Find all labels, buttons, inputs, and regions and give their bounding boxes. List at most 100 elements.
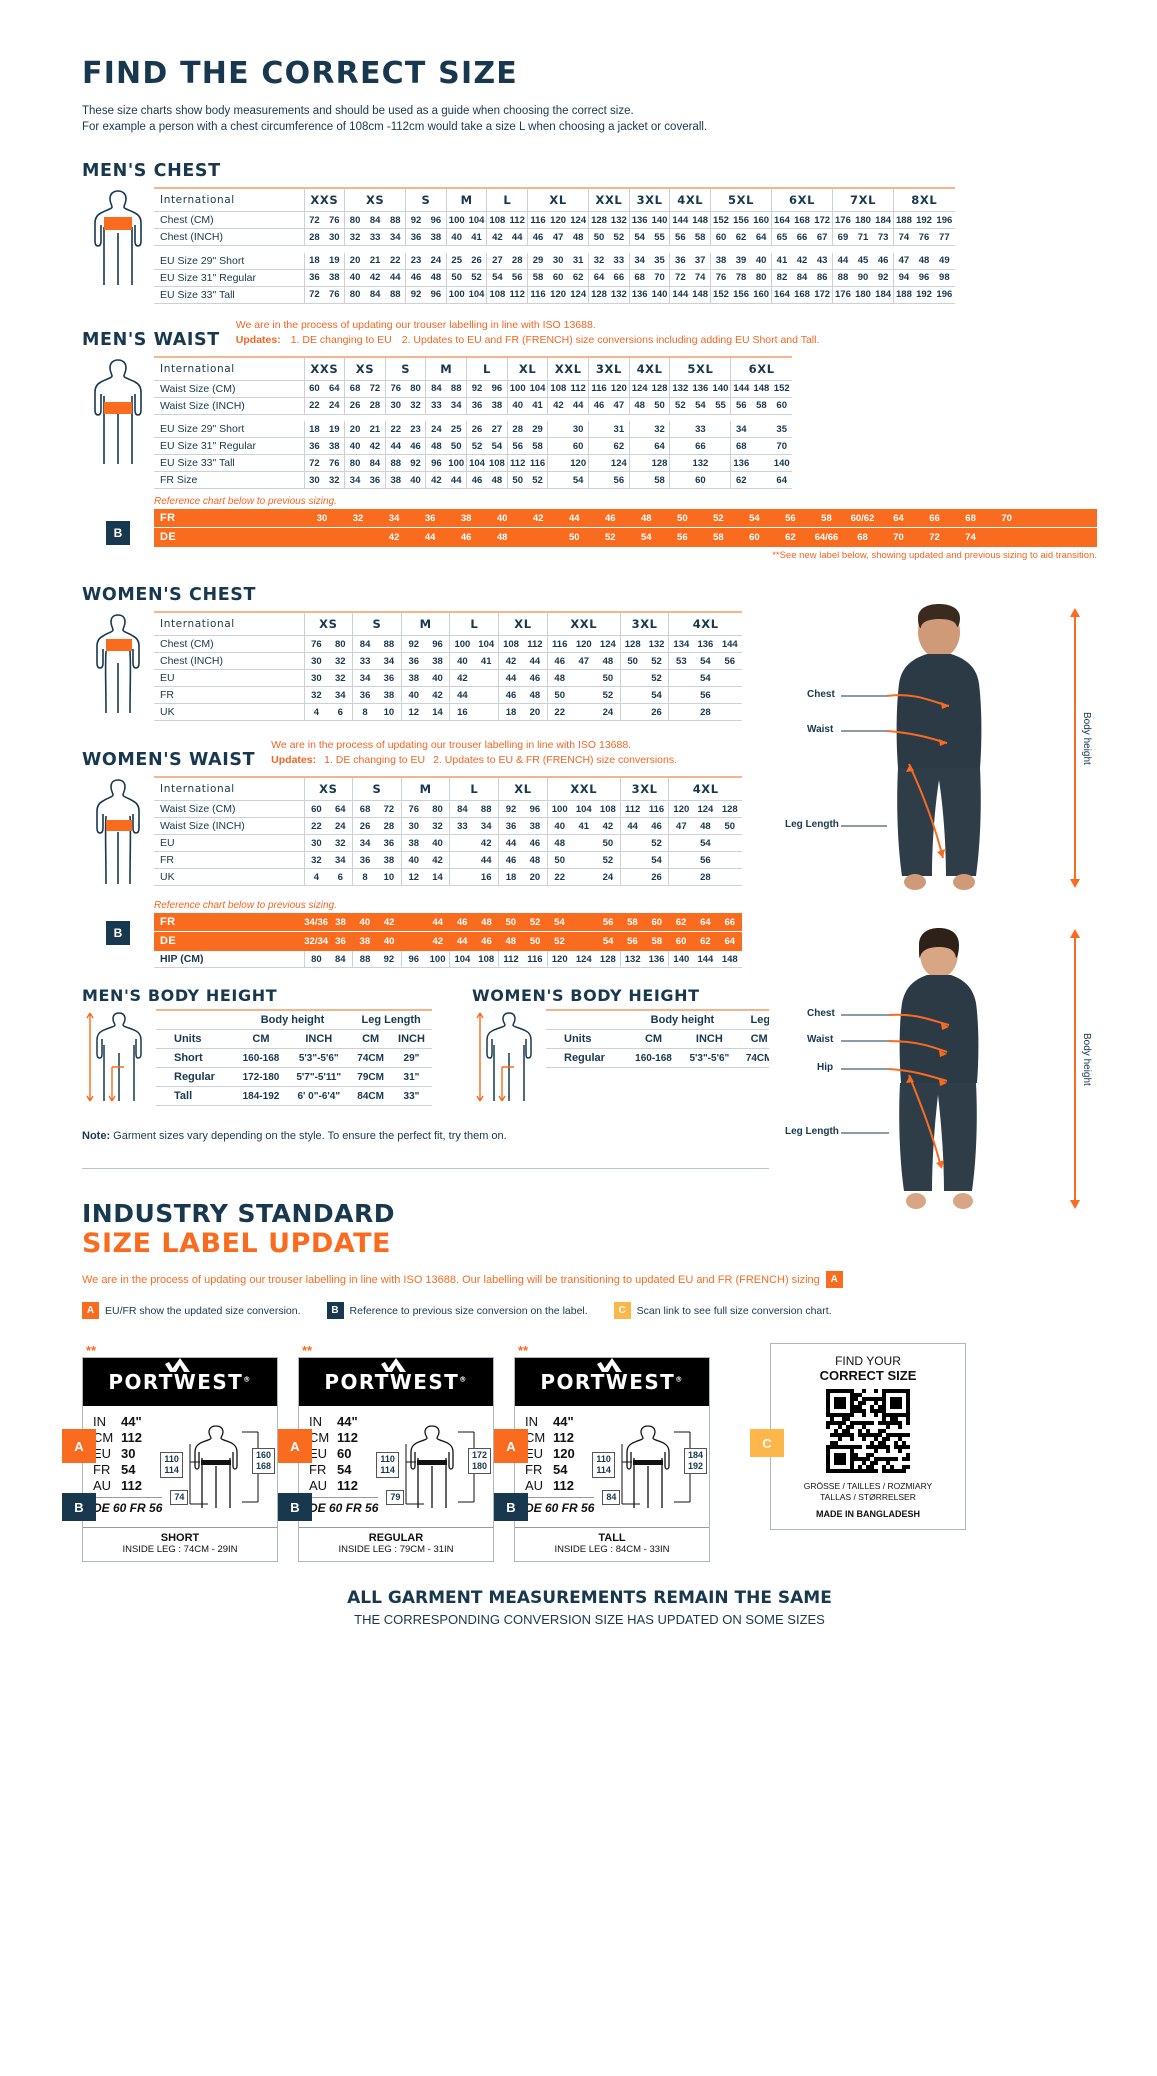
table-cell: 56 (608, 471, 630, 489)
table-cell: 66 (717, 913, 742, 932)
table-cell: 32 (324, 471, 345, 489)
table-cell: 34 (352, 669, 377, 687)
table-cell: 26 (344, 397, 365, 415)
table-cell (751, 454, 772, 472)
table-cell: 52 (595, 851, 621, 869)
table-cell: 164 (771, 211, 792, 229)
table-cell: 42 (376, 527, 413, 547)
asterisk-marker: ** (86, 1343, 97, 1358)
table-cell: 50 (445, 269, 467, 287)
table-cell (1060, 509, 1097, 528)
table-cell: 72 (376, 800, 402, 818)
table-cell (474, 703, 499, 721)
table-cell: 54 (486, 269, 508, 287)
inside-leg-text: INSIDE LEG : 74CM - 29IN (122, 1544, 238, 1555)
womens-waist-ref-note: Reference chart below to previous sizing… (154, 900, 337, 911)
table-cell: 72 (669, 269, 691, 287)
label-box: PORTWEST® IN 44" CM 112 EU 60 FR 54 AU 112 DE 60 FR… (298, 1357, 494, 1562)
chip-a-inline: A (825, 1271, 843, 1288)
table-cell: 66 (916, 509, 953, 528)
table-cell: 96 (913, 269, 935, 287)
table-cell: 28 (376, 817, 402, 835)
qr-code-box[interactable] (826, 1389, 910, 1473)
table-cell (619, 868, 645, 886)
table-cell (571, 868, 596, 886)
label-body-diagram-icon (405, 1425, 475, 1508)
previous-size-conversion: DE 60 FR 56 (525, 1497, 595, 1516)
table-cell: 104 (466, 454, 487, 472)
sub-header: CM (626, 1029, 681, 1049)
table-cell: 168 (791, 286, 813, 304)
table-cell: 78 (730, 269, 752, 287)
table-cell: 42 (425, 851, 450, 869)
female-model-figure-icon (769, 923, 1099, 1223)
table-cell: 47 (571, 652, 596, 670)
group-header: Body height (626, 1009, 739, 1030)
registered-mark: ® (675, 1375, 684, 1384)
table-cell: 60 (644, 913, 669, 932)
table-cell (628, 421, 650, 438)
table-cell: 104 (571, 800, 596, 818)
qr-code-icon[interactable] (826, 1389, 910, 1473)
table-header-row: International XXS XS S M L XL XXL 3XL 4XL 5XL 6XL (154, 355, 1097, 381)
table-cell: 42 (520, 509, 557, 528)
leg-measure-box: 84 (602, 1490, 621, 1505)
table-cell: 58 (644, 931, 669, 951)
spec-key: FR (309, 1462, 327, 1477)
table-cell (571, 669, 596, 687)
table-cell: 40 (506, 397, 528, 415)
table-cell (547, 437, 569, 455)
spec-value: 54 (553, 1462, 568, 1477)
table-cell: 38 (324, 269, 345, 287)
table-cell: 33 (352, 652, 377, 670)
table-cell: 54 (486, 437, 508, 455)
table-cell (571, 686, 596, 704)
table-cell: 120 (668, 800, 694, 818)
label-footer: REGULAR INSIDE LEG : 79CM - 31IN (299, 1527, 493, 1561)
spec-value: 44" (553, 1414, 574, 1429)
table-cell: 88 (385, 211, 406, 229)
table-cell: 18 (498, 868, 523, 886)
table-header-row: International XS S M L XL XXL 3XL 4XL (154, 611, 742, 636)
table-cell: 60 (303, 800, 329, 818)
table-cell: 40 (352, 913, 377, 932)
label-diagram: 110 114 184 192 84 (592, 1414, 707, 1523)
table-cell: 32 (344, 228, 365, 246)
table-cell: 60 (547, 269, 569, 287)
spacer-cell (546, 1009, 627, 1030)
update-line-1: We are in the process of updating our tr… (235, 318, 596, 331)
row-label: Chest (CM) (154, 635, 304, 653)
table-cell: 172-180 (234, 1067, 288, 1087)
row-label: FR (154, 686, 304, 704)
male-standing-outline-icon (86, 1012, 142, 1102)
table-cell (571, 851, 596, 869)
table-cell (717, 851, 742, 869)
table-cell: 21 (364, 421, 386, 438)
table-cell: 100 (506, 380, 528, 398)
table-cell: 42 (364, 437, 386, 455)
spec-key: EU (309, 1446, 328, 1461)
table-cell: 28 (507, 252, 528, 270)
spec-row-au: AU 112 (525, 1478, 594, 1494)
table-cell: 70 (988, 509, 1025, 528)
spec-row-fr: FR 54 (525, 1462, 594, 1478)
table-cell: 54 (547, 913, 572, 932)
row-label: EU (154, 834, 304, 852)
spec-key: FR (525, 1462, 543, 1477)
table-cell (619, 669, 645, 687)
table-cell: 48 (474, 913, 499, 932)
row-label: FR (154, 913, 304, 932)
table-cell: 84 (364, 454, 386, 472)
table-cell: 36 (498, 817, 523, 835)
table-cell: 42 (376, 913, 402, 932)
table-cell: 80 (344, 286, 365, 304)
table-cell: 128 (595, 951, 621, 968)
column-header-l: L (466, 355, 508, 381)
table-cell: 29" (390, 1048, 432, 1068)
table-cell: 50 (588, 228, 609, 246)
table-cell: 21 (364, 252, 386, 270)
brand-bar: PORTWEST® (299, 1358, 493, 1406)
height-measure-box: 172 180 (467, 1448, 491, 1474)
size-chart-page: FIND THE CORRECT SIZE These size charts … (62, 56, 1097, 1627)
